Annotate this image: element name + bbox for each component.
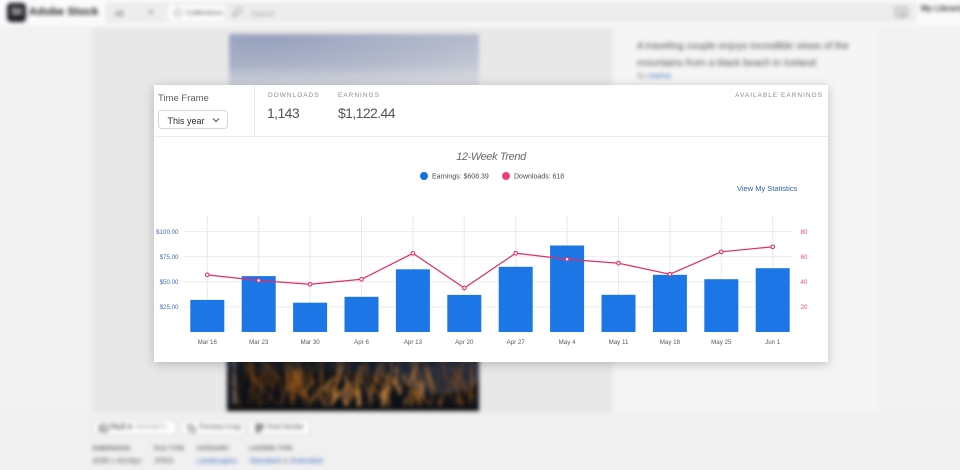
svg-text:80: 80	[801, 228, 808, 235]
svg-text:$25.00: $25.00	[160, 304, 179, 311]
svg-text:Jun 1: Jun 1	[765, 338, 781, 345]
svg-text:Adobe Stock | #49293872: Adobe Stock | #49293872	[232, 341, 238, 404]
svg-text:May 18: May 18	[660, 338, 681, 345]
svg-text:Apr 6: Apr 6	[354, 338, 369, 345]
svg-text:Mar 30: Mar 30	[300, 338, 320, 345]
svg-text:Apr 27: Apr 27	[507, 338, 526, 345]
svg-text:Mar 23: Mar 23	[249, 338, 269, 345]
svg-text:Mar 16: Mar 16	[198, 338, 218, 345]
svg-text:Apr 13: Apr 13	[404, 338, 423, 345]
svg-text:40: 40	[801, 279, 808, 286]
svg-text:May 4: May 4	[559, 338, 576, 345]
svg-text:May 11: May 11	[609, 338, 629, 345]
svg-text:Apr 20: Apr 20	[455, 338, 474, 345]
svg-text:$100.00: $100.00	[156, 228, 179, 235]
svg-text:$75.00: $75.00	[160, 253, 179, 260]
svg-text:$50.00: $50.00	[160, 279, 179, 286]
svg-text:20: 20	[801, 304, 808, 311]
svg-text:60: 60	[801, 253, 808, 260]
svg-text:May 25: May 25	[711, 338, 732, 345]
